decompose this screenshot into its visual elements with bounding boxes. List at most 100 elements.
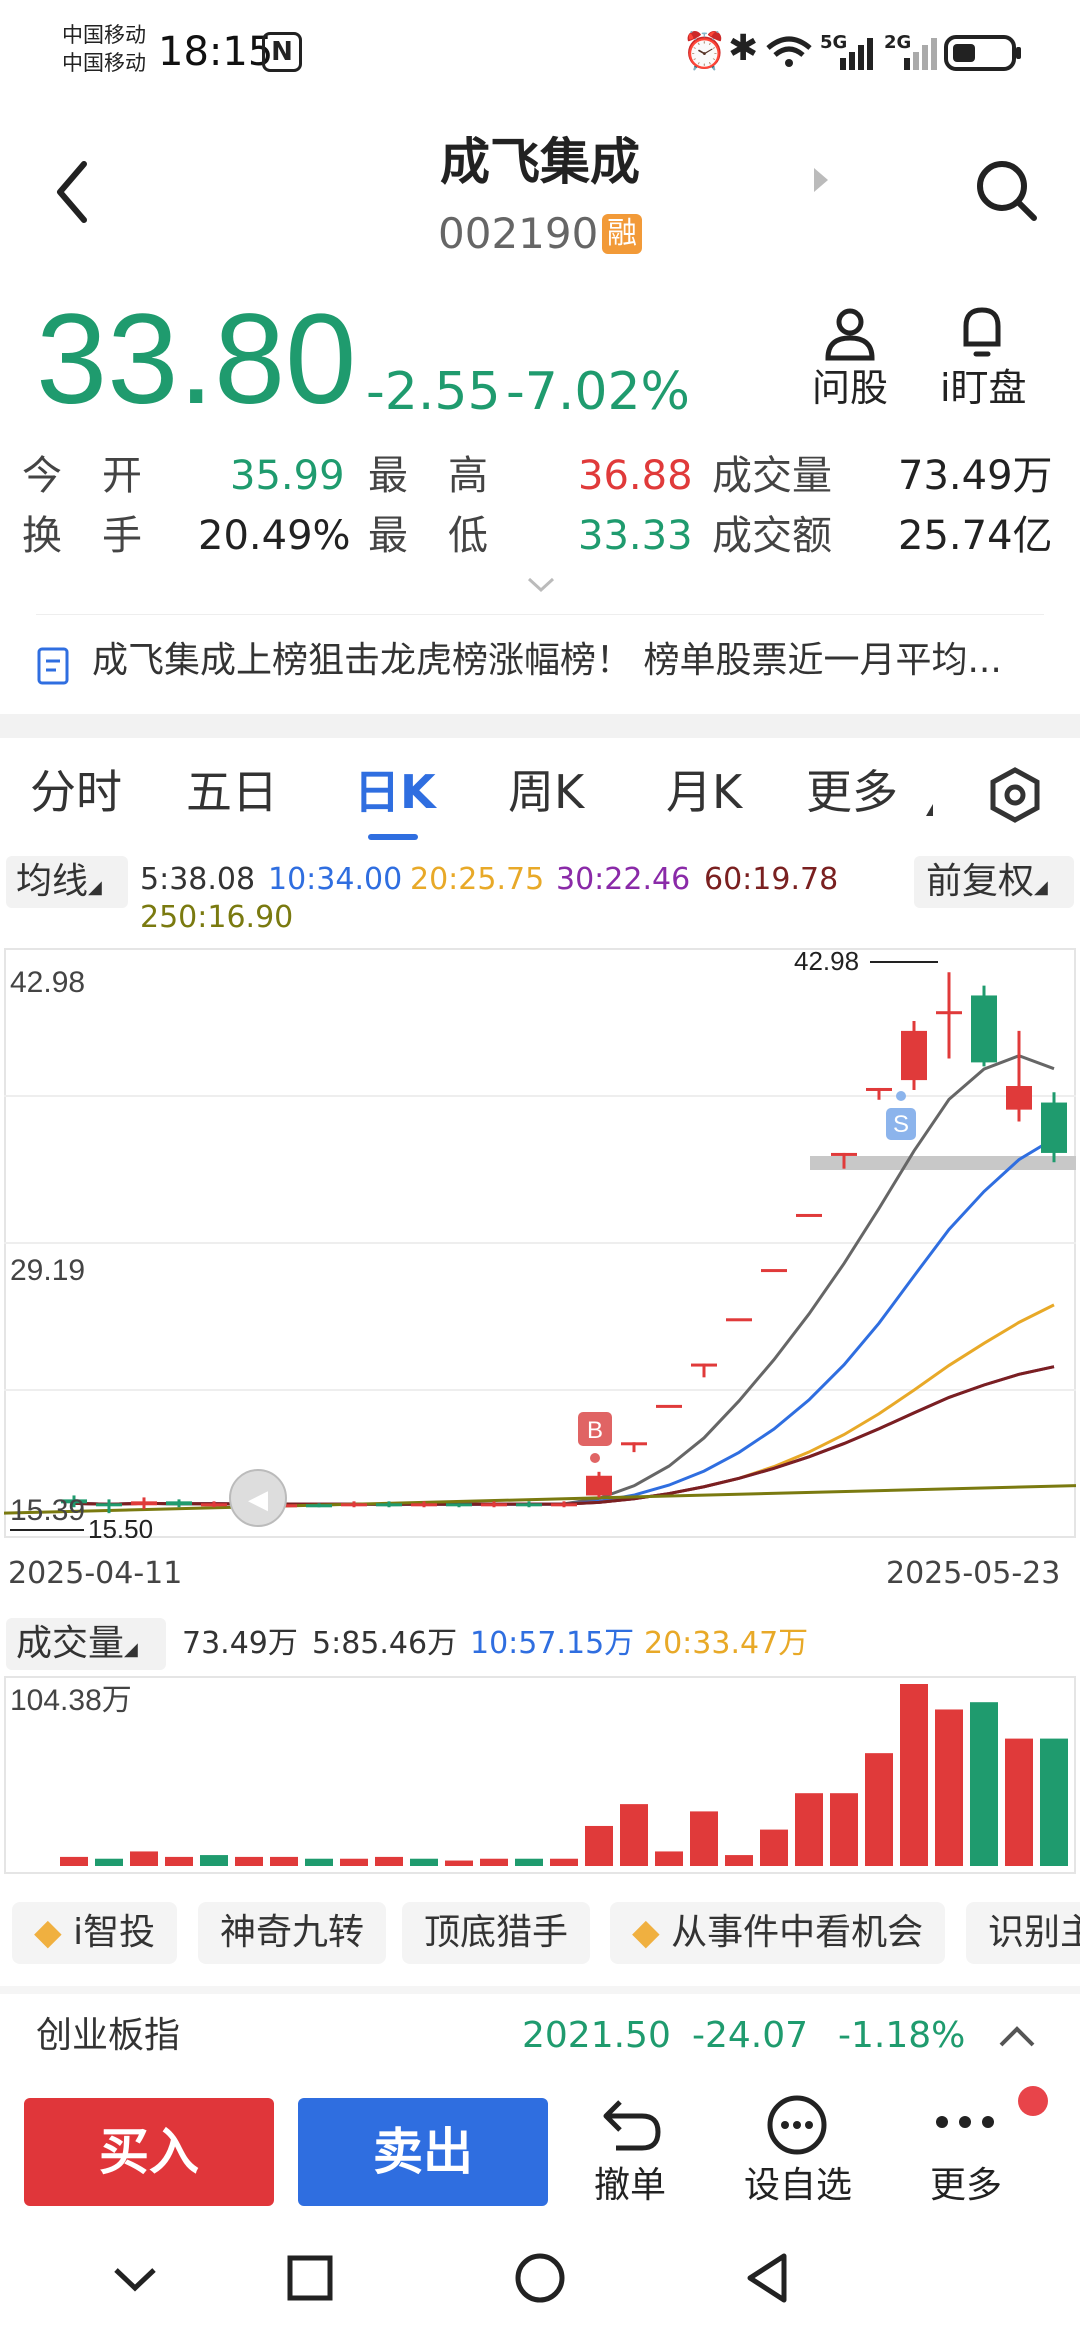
volume-bar	[270, 1856, 298, 1866]
undo-icon[interactable]	[598, 2094, 664, 2154]
volume-value: 73.49万	[898, 453, 1053, 499]
candle-body	[131, 1501, 157, 1506]
date-start: 2025-04-11	[8, 1556, 183, 1591]
volume-bar	[725, 1855, 753, 1866]
news-headline[interactable]: 成飞集成上榜狙击龙虎榜涨幅榜！ 榜单股票近一月平均...	[92, 640, 1002, 681]
candle-body	[831, 1152, 857, 1156]
tool-nine-turn[interactable]: 神奇九转	[198, 1902, 387, 1964]
tool-top-bottom[interactable]: 顶底猎手	[402, 1902, 591, 1964]
sell-marker-bg	[886, 1108, 916, 1140]
high-label: 最 高	[368, 453, 488, 499]
ma-line	[73, 1365, 1055, 1506]
low-value: 33.33	[578, 513, 693, 559]
volume-today: 73.49万	[182, 1626, 298, 1661]
carrier-2: 中国移动	[62, 51, 146, 75]
max-price-marker: 42.98	[794, 948, 859, 976]
adjust-selector[interactable]: 前复权◢	[914, 856, 1074, 908]
tab-weekly-k[interactable]: 周K	[508, 765, 585, 819]
candle-body	[551, 1503, 577, 1507]
candle-body	[376, 1503, 402, 1507]
buy-button[interactable]: 买入	[24, 2098, 274, 2206]
adjust-label: 前复权	[926, 861, 1035, 902]
back-icon[interactable]	[52, 160, 92, 224]
volume-bar	[130, 1851, 158, 1866]
tab-more[interactable]: 更多	[806, 765, 898, 819]
signal-icon	[840, 38, 873, 70]
collapse-icon[interactable]	[998, 2024, 1036, 2048]
ma250-value: 250:16.90	[140, 900, 294, 935]
expand-icon[interactable]	[526, 576, 556, 594]
volume-bar	[585, 1825, 613, 1866]
kline-chart[interactable]: 42.98 29.19 15.39 15.50 42.98 ◀ B S	[4, 948, 1076, 1538]
candle-body	[96, 1503, 122, 1507]
volume-bar	[95, 1858, 123, 1866]
bell-icon[interactable]	[958, 304, 1006, 360]
volume-bar	[340, 1858, 368, 1866]
volume-bar	[165, 1856, 193, 1866]
volume-bar	[830, 1793, 858, 1866]
low-label: 最 低	[368, 513, 488, 559]
volume-chart[interactable]: 104.38万	[4, 1676, 1076, 1874]
candle-body	[971, 995, 997, 1063]
ma-line	[73, 1303, 1055, 1506]
amount-label: 成交额	[712, 513, 832, 559]
tool-top-bottom-label: 顶底猎手	[424, 1912, 569, 1953]
candle-body	[726, 1318, 752, 1322]
nav-home-icon[interactable]	[514, 2252, 566, 2304]
watch-label[interactable]: i盯盘	[940, 366, 1027, 410]
candle-body	[61, 1499, 87, 1504]
current-price: 33.80	[36, 288, 357, 431]
volume-bar	[760, 1829, 788, 1866]
ask-stock-icon[interactable]	[822, 306, 878, 362]
ask-stock-label[interactable]: 问股	[812, 366, 889, 410]
volume-bar	[935, 1709, 963, 1866]
volume-selector[interactable]: 成交量◢	[6, 1618, 166, 1670]
add-favorite-icon[interactable]	[766, 2094, 828, 2156]
stock-name: 成飞集成	[440, 133, 640, 191]
tab-intraday[interactable]: 分时	[30, 765, 122, 819]
tool-i-invest[interactable]: ◆ i智投	[12, 1902, 178, 1964]
next-stock-icon[interactable]	[814, 168, 828, 192]
index-name[interactable]: 创业板指	[36, 2015, 181, 2056]
nav-down-icon[interactable]	[112, 2264, 158, 2294]
add-favorite-label[interactable]: 设自选	[744, 2165, 853, 2206]
cancel-order-label[interactable]: 撤单	[594, 2165, 667, 2206]
search-icon[interactable]	[972, 156, 1040, 224]
turnover-value: 20.49%	[198, 513, 351, 559]
volume-bar	[1005, 1738, 1033, 1866]
sell-marker-dot	[896, 1091, 906, 1101]
nav-recents-icon[interactable]	[286, 2254, 334, 2302]
nav-back-icon[interactable]	[744, 2252, 792, 2304]
high-value: 36.88	[578, 453, 693, 499]
volume-bar	[305, 1858, 333, 1866]
ma-selector[interactable]: 均线◢	[6, 856, 128, 908]
tool-identify[interactable]: 识别主	[966, 1902, 1080, 1964]
sell-button[interactable]: 卖出	[298, 2098, 548, 2206]
date-end: 2025-05-23	[886, 1556, 1061, 1591]
volume-selector-label: 成交量	[16, 1623, 125, 1664]
tab-monthly-k[interactable]: 月K	[666, 765, 743, 819]
alarm-icon: ⏰	[682, 31, 727, 72]
more-label[interactable]: 更多	[930, 2165, 1003, 2206]
tool-event-opportunity[interactable]: ◆ 从事件中看机会	[610, 1902, 946, 1964]
volume-bar	[690, 1811, 718, 1866]
amount-value: 25.74亿	[898, 513, 1053, 559]
more-icon[interactable]	[932, 2112, 998, 2132]
volume-bar	[375, 1856, 403, 1866]
volume-bar	[445, 1860, 473, 1866]
volume-ma10: 10:57.15万	[470, 1626, 635, 1661]
section-gap	[0, 714, 1080, 738]
tab-five-day[interactable]: 五日	[186, 765, 278, 819]
tab-daily-k[interactable]: 日K	[354, 765, 436, 819]
ma60-value: 60:19.78	[704, 862, 839, 897]
candle-body	[796, 1213, 822, 1217]
volume-bar	[795, 1793, 823, 1866]
ma5-value: 5:38.08	[140, 862, 256, 897]
candle-body	[1041, 1102, 1067, 1153]
settings-hex-icon[interactable]	[986, 766, 1044, 824]
candle-body	[656, 1404, 682, 1408]
sell-marker: S	[893, 1111, 909, 1138]
candle-body	[411, 1503, 437, 1507]
diamond-icon: ◆	[34, 1912, 62, 1953]
ma10-value: 10:34.00	[268, 862, 403, 897]
